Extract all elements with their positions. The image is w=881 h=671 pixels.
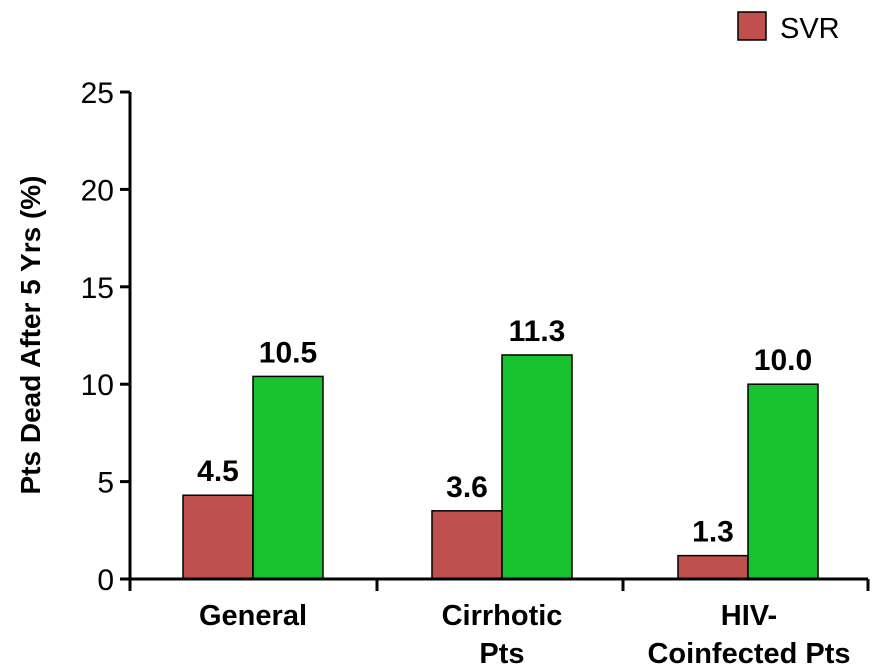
legend-label-svr: SVR bbox=[780, 13, 840, 45]
y-axis-label: Pts Dead After 5 Yrs (%) bbox=[15, 176, 46, 495]
y-axis: 0 5 10 15 20 25 bbox=[81, 77, 132, 597]
x-category-label: Pts bbox=[479, 638, 524, 670]
x-category-label: Coinfected Pts bbox=[647, 638, 850, 670]
bar-value-label: 11.3 bbox=[509, 315, 566, 348]
bars bbox=[182, 354, 819, 580]
bar-value-label: 10.5 bbox=[259, 336, 317, 369]
bar-value-label: 3.6 bbox=[446, 471, 488, 504]
bar-series2-1 bbox=[501, 354, 573, 580]
y-tick-label: 5 bbox=[97, 467, 114, 500]
legend: SVR bbox=[737, 11, 840, 45]
bar-svr-1 bbox=[431, 510, 503, 580]
x-axis: General Cirrhotic Pts HIV- Coinfected Pts bbox=[128, 577, 870, 670]
bar-series2-2 bbox=[747, 383, 819, 580]
y-tick-label: 15 bbox=[81, 272, 114, 305]
bar-value-label: 10.0 bbox=[754, 344, 812, 377]
bar-value-label: 1.3 bbox=[692, 516, 734, 549]
bar-value-label: 4.5 bbox=[197, 455, 239, 488]
x-category-label: HIV- bbox=[721, 600, 777, 632]
y-tick-label: 25 bbox=[81, 77, 114, 110]
y-tick-label: 0 bbox=[97, 564, 114, 597]
bar-svr-0 bbox=[182, 494, 254, 580]
value-labels: 4.5 10.5 3.6 11.3 1.3 10.0 bbox=[197, 315, 812, 549]
bar-series2-0 bbox=[252, 375, 324, 580]
x-category-label: General bbox=[199, 600, 307, 632]
bar-svr-2 bbox=[677, 554, 749, 580]
x-category-label: Cirrhotic bbox=[442, 600, 563, 632]
y-axis-title: Pts Dead After 5 Yrs (%) bbox=[15, 176, 46, 495]
legend-swatch-svr bbox=[737, 11, 767, 41]
y-tick-label: 20 bbox=[81, 174, 114, 207]
y-tick-label: 10 bbox=[81, 369, 114, 402]
